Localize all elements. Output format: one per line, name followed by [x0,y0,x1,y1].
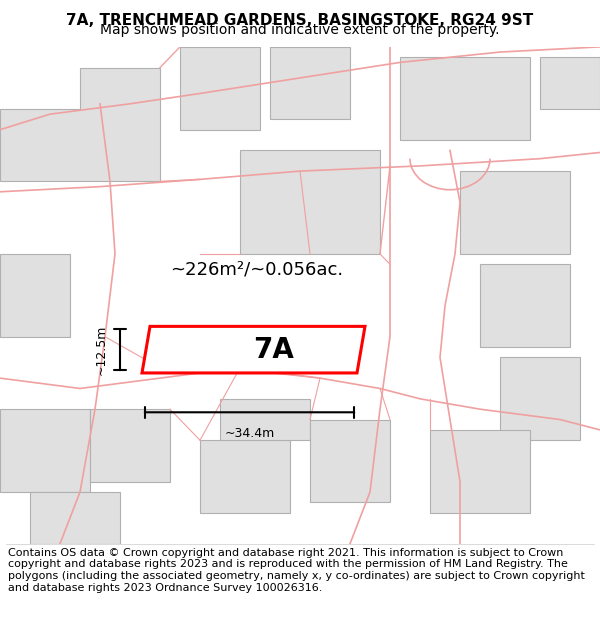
Polygon shape [30,492,120,544]
Polygon shape [180,47,260,129]
Text: ~226m²/~0.056ac.: ~226m²/~0.056ac. [170,261,343,278]
Text: Contains OS data © Crown copyright and database right 2021. This information is : Contains OS data © Crown copyright and d… [8,548,584,592]
Polygon shape [310,419,390,502]
Polygon shape [220,399,310,440]
Polygon shape [0,68,160,181]
Polygon shape [0,254,70,337]
Polygon shape [460,171,570,254]
Polygon shape [500,357,580,440]
Polygon shape [400,58,530,140]
Polygon shape [240,151,380,254]
Text: 7A, TRENCHMEAD GARDENS, BASINGSTOKE, RG24 9ST: 7A, TRENCHMEAD GARDENS, BASINGSTOKE, RG2… [67,13,533,28]
Text: 7A: 7A [253,336,294,364]
Polygon shape [540,58,600,109]
Polygon shape [0,409,90,492]
Text: ~12.5m: ~12.5m [95,324,108,375]
Polygon shape [430,430,530,512]
Polygon shape [142,326,365,373]
Polygon shape [200,440,290,512]
Text: Map shows position and indicative extent of the property.: Map shows position and indicative extent… [100,22,500,36]
Polygon shape [270,47,350,119]
Polygon shape [480,264,570,347]
Polygon shape [90,409,170,482]
Text: ~34.4m: ~34.4m [224,427,275,440]
